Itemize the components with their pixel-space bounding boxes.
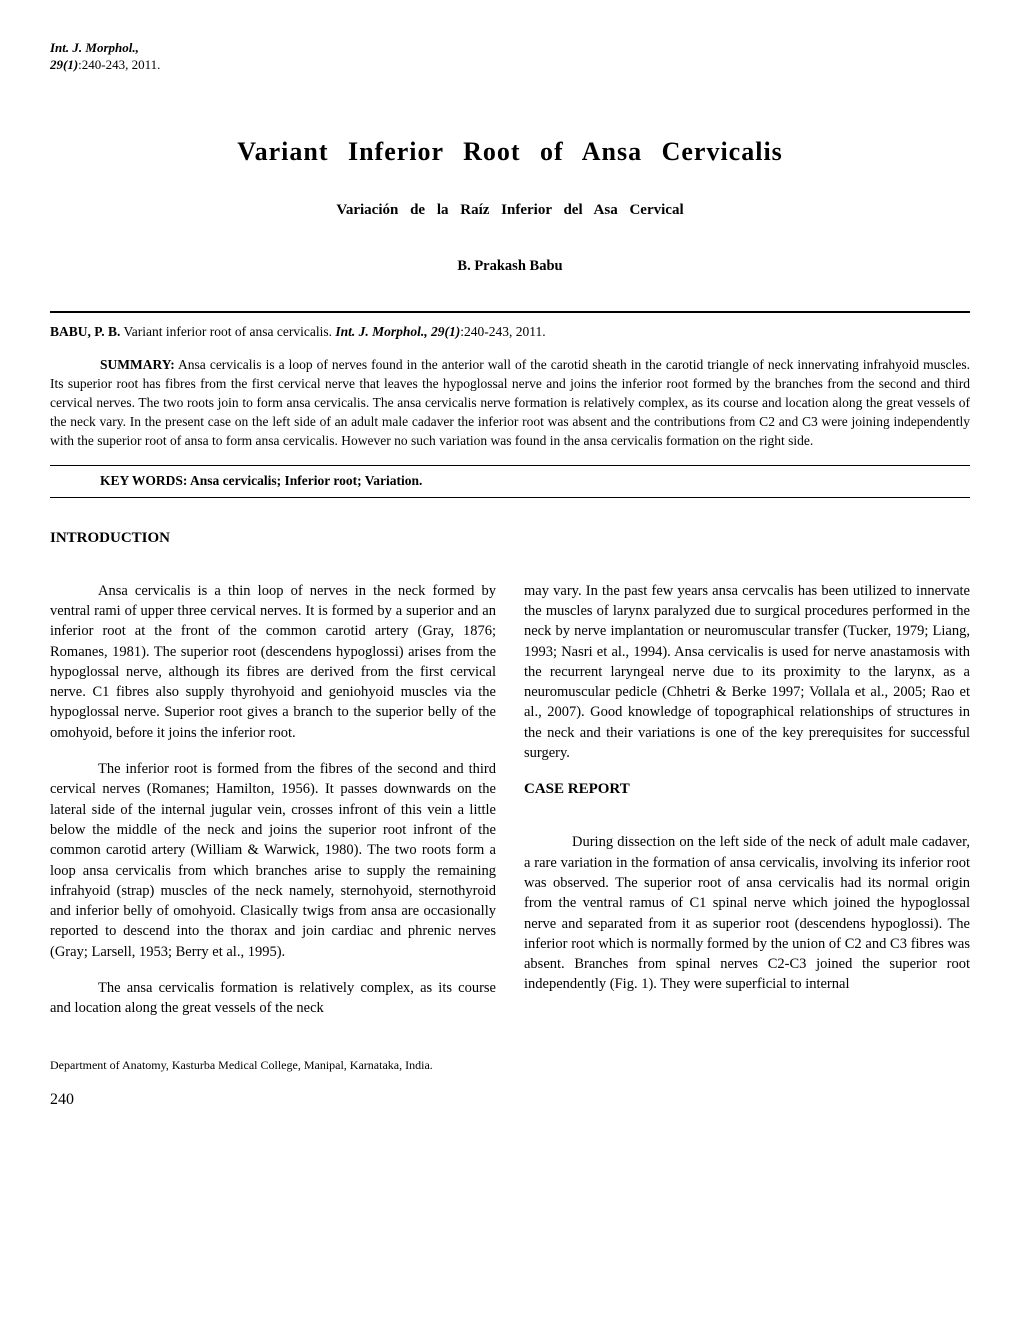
citation-text: Variant inferior root of ansa cervicalis… [120, 324, 335, 339]
journal-issue: 29(1):240-243, 2011. [50, 57, 970, 74]
journal-name: Int. J. Morphol., [50, 40, 970, 57]
journal-pages: :240-243, 2011. [78, 57, 160, 72]
journal-volume: 29(1) [50, 57, 78, 72]
article-author: B. Prakash Babu [50, 256, 970, 276]
article-subtitle: Variación de la Raíz Inferior del Asa Ce… [50, 200, 970, 221]
summary-block: SUMMARY: Ansa cervicalis is a loop of ne… [50, 356, 970, 450]
body-paragraph: During dissection on the left side of th… [524, 832, 970, 994]
body-paragraph: The inferior root is formed from the fib… [50, 759, 496, 962]
article-title: Variant Inferior Root of Ansa Cervicalis [50, 134, 970, 170]
summary-label: SUMMARY: [100, 357, 175, 372]
journal-header: Int. J. Morphol., 29(1):240-243, 2011. [50, 40, 970, 74]
keywords-line: KEY WORDS: Ansa cervicalis; Inferior roo… [100, 472, 970, 491]
left-column: Ansa cervicalis is a thin loop of nerves… [50, 581, 496, 1035]
body-paragraph: The ansa cervicalis formation is relativ… [50, 978, 496, 1019]
affiliation-line: Department of Anatomy, Kasturba Medical … [50, 1057, 970, 1074]
citation-author: BABU, P. B. [50, 324, 120, 339]
rule-divider [50, 497, 970, 498]
rule-divider [50, 465, 970, 466]
citation-line: BABU, P. B. Variant inferior root of ans… [50, 323, 970, 342]
body-paragraph: may vary. In the past few years ansa cer… [524, 581, 970, 764]
body-columns: Ansa cervicalis is a thin loop of nerves… [50, 581, 970, 1035]
citation-journal: Int. J. Morphol., 29(1) [335, 324, 460, 339]
right-column: may vary. In the past few years ansa cer… [524, 581, 970, 1035]
introduction-heading: INTRODUCTION [50, 528, 970, 549]
citation-suffix: :240-243, 2011. [460, 324, 545, 339]
case-report-heading: CASE REPORT [524, 779, 970, 800]
rule-divider [50, 311, 970, 313]
body-paragraph: Ansa cervicalis is a thin loop of nerves… [50, 581, 496, 743]
page-number: 240 [50, 1089, 970, 1111]
summary-text: Ansa cervicalis is a loop of nerves foun… [50, 357, 970, 448]
